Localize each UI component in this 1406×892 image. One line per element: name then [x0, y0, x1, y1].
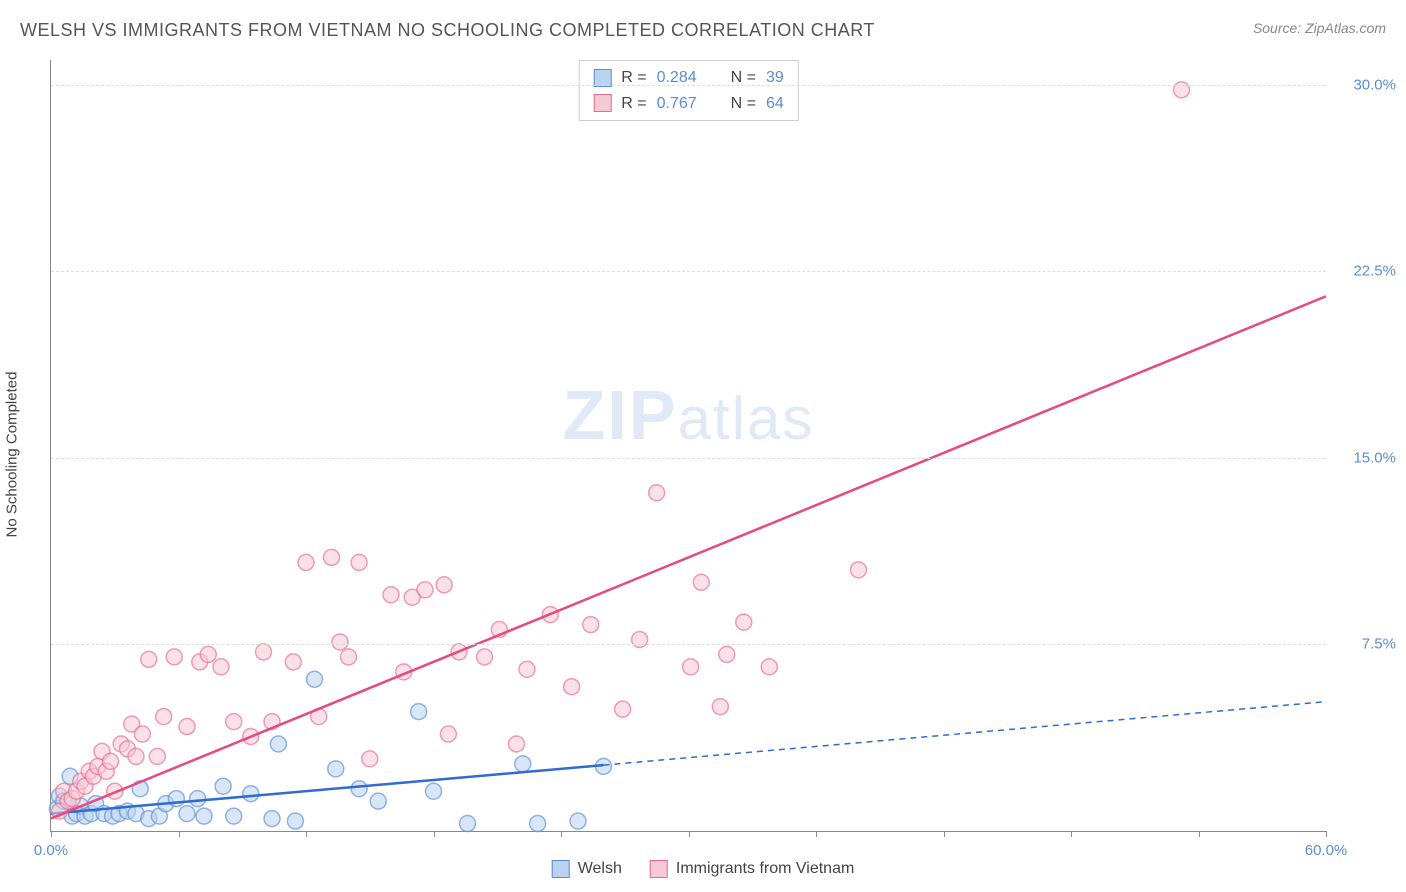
r-value: 0.284 — [657, 65, 697, 91]
stats-row: R = 0.284 N = 39 — [593, 65, 784, 91]
y-tick-label: 30.0% — [1336, 76, 1396, 93]
series-swatch — [650, 860, 668, 878]
x-tick — [1326, 831, 1327, 837]
gridline — [51, 458, 1326, 459]
x-tick — [179, 831, 180, 837]
x-tick — [1199, 831, 1200, 837]
r-label: R = — [621, 65, 646, 91]
x-tick — [434, 831, 435, 837]
n-label: N = — [731, 91, 756, 117]
x-tick — [944, 831, 945, 837]
gridline — [51, 85, 1326, 86]
series-swatch — [593, 94, 611, 112]
gridline — [51, 271, 1326, 272]
stats-legend-box: R = 0.284 N = 39 R = 0.767 N = 64 — [578, 60, 799, 121]
chart-source: Source: ZipAtlas.com — [1253, 20, 1386, 36]
legend-item: Welsh — [552, 860, 622, 878]
chart-area: ZIPatlas R =0.284N =39R =0.767N =64 7.5%… — [50, 60, 1326, 832]
n-value: 39 — [766, 65, 784, 91]
x-tick — [816, 831, 817, 837]
x-tick-label: 0.0% — [34, 842, 68, 859]
scatter-plot-svg — [51, 60, 1326, 831]
x-tick-label: 60.0% — [1305, 842, 1348, 859]
legend-item: Immigrants from Vietnam — [650, 860, 854, 878]
y-tick-label: 22.5% — [1336, 263, 1396, 280]
x-tick — [306, 831, 307, 837]
stats-row: R = 0.767 N = 64 — [593, 91, 784, 117]
legend-label: Immigrants from Vietnam — [676, 860, 854, 878]
y-tick-label: 15.0% — [1336, 449, 1396, 466]
series-swatch — [552, 860, 570, 878]
y-axis-label: No Schooling Completed — [4, 372, 21, 538]
x-tick — [561, 831, 562, 837]
r-label: R = — [621, 91, 646, 117]
legend-bottom: Welsh Immigrants from Vietnam — [552, 860, 855, 878]
x-tick — [1071, 831, 1072, 837]
x-tick — [51, 831, 52, 837]
n-label: N = — [731, 65, 756, 91]
chart-title: WELSH VS IMMIGRANTS FROM VIETNAM NO SCHO… — [20, 20, 875, 41]
y-tick-label: 7.5% — [1336, 636, 1396, 653]
n-value: 64 — [766, 91, 784, 117]
gridline — [51, 644, 1326, 645]
r-value: 0.767 — [657, 91, 697, 117]
x-tick — [689, 831, 690, 837]
legend-label: Welsh — [578, 860, 622, 878]
